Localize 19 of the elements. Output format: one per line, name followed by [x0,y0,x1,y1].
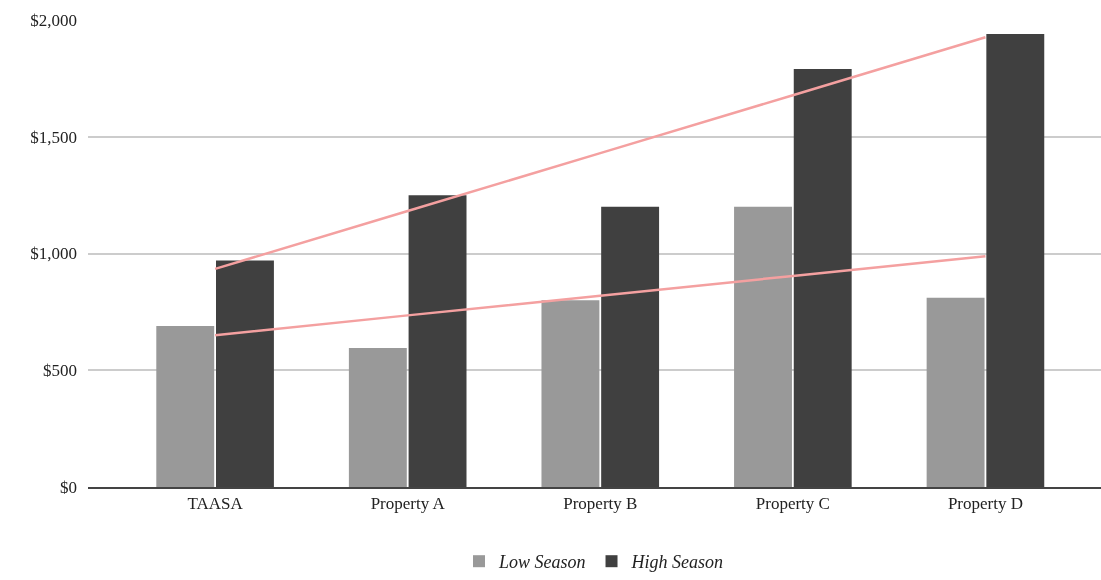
bar [734,206,792,487]
bar [541,300,600,487]
y-tick-label: $1,000 [30,244,77,264]
legend-label: High Season [630,552,724,573]
x-tick-label: Property C [755,494,830,514]
y-tick-label: $2,000 [30,10,77,30]
x-tick-label: TAASA [187,494,244,514]
x-tick-label: Property A [370,494,446,514]
bar [926,297,985,487]
line-series [213,36,987,271]
x-tick-label: Property D [947,494,1023,514]
bar [348,348,407,487]
legend-label: Low Season [498,552,586,573]
line-series [213,255,987,337]
y-tick-label: $0 [60,477,77,497]
y-tick-label: $1,500 [30,127,77,147]
x-tick-label: Property B [563,494,638,514]
y-tick-label: $500 [43,361,77,381]
bar [156,325,215,487]
